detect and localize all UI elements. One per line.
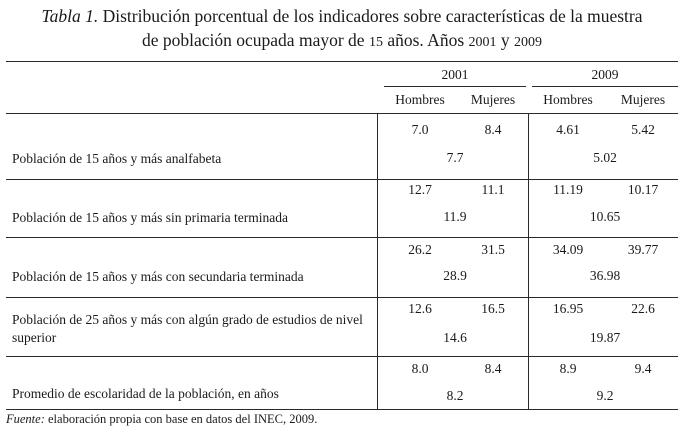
cell-t2001: 7.7 bbox=[446, 150, 464, 165]
row-label-analfabeta: Población de 15 años y más analfabeta bbox=[12, 151, 222, 166]
row-label-estudios-superior: Población de 25 años y más con algún gra… bbox=[12, 311, 363, 347]
row-rule-1 bbox=[6, 179, 678, 180]
title-line-1: Tabla 1. Distribución porcentual de los … bbox=[0, 4, 684, 28]
cell-h2009: 11.19 bbox=[553, 182, 583, 197]
title-num-2: 2001 bbox=[468, 35, 497, 50]
year-2001-rule bbox=[384, 86, 526, 87]
title-line-2: de población ocupada mayor de 15 años. A… bbox=[0, 28, 684, 55]
cell-t2009: 36.98 bbox=[589, 268, 621, 283]
cell-t2009: 9.2 bbox=[596, 388, 614, 403]
cell-h2001: 12.7 bbox=[408, 182, 432, 197]
cell-t2009: 5.02 bbox=[593, 150, 617, 165]
row-label-sin-primaria: Población de 15 años y más sin primaria … bbox=[12, 210, 288, 225]
row-rule-2 bbox=[6, 237, 678, 238]
cell-h2001: 8.0 bbox=[411, 361, 429, 376]
cell-h2009: 4.61 bbox=[556, 122, 580, 137]
cell-m2009: 22.6 bbox=[631, 301, 655, 316]
cell-h2009: 16.95 bbox=[552, 301, 584, 316]
title-num-3: 2009 bbox=[514, 35, 542, 50]
cell-t2009: 19.87 bbox=[589, 330, 621, 345]
title-text-1: Distribución porcentual de los indicador… bbox=[102, 6, 643, 26]
mid-divider bbox=[528, 113, 529, 409]
cell-m2009: 39.77 bbox=[627, 242, 659, 257]
footnote-inec: INEC bbox=[253, 412, 283, 426]
cell-m2001: 16.5 bbox=[481, 301, 505, 316]
title-text-2c: y bbox=[500, 30, 510, 50]
cell-m2001: 31.5 bbox=[481, 242, 505, 257]
header-year-2009: 2009 bbox=[591, 67, 619, 82]
cell-h2009: 34.09 bbox=[552, 242, 584, 257]
cell-m2001: 8.4 bbox=[484, 361, 502, 376]
title-num-1: 15 bbox=[368, 35, 383, 50]
header-bottom-rule bbox=[6, 113, 678, 114]
table-bottom-rule bbox=[6, 409, 678, 410]
cell-m2009: 10.17 bbox=[627, 182, 659, 197]
left-divider bbox=[377, 113, 378, 409]
row-label-line-1: Población de 25 años y más con algún gra… bbox=[12, 312, 363, 327]
year-2009-rule bbox=[532, 86, 678, 87]
title-label: Tabla 1. bbox=[41, 6, 99, 26]
cell-h2001: 7.0 bbox=[411, 122, 429, 137]
cell-t2009: 10.65 bbox=[589, 209, 621, 224]
footnote-text-a: elaboración propia con base en datos del bbox=[48, 412, 251, 426]
header-year-2001: 2001 bbox=[441, 67, 469, 82]
cell-m2009: 5.42 bbox=[631, 122, 655, 137]
source-footnote: Fuente: elaboración propia con base en d… bbox=[6, 412, 317, 427]
header-men-2001: Hombres bbox=[395, 92, 445, 107]
cell-t2001: 28.9 bbox=[443, 268, 467, 283]
cell-m2001: 11.1 bbox=[481, 182, 505, 197]
cell-m2001: 8.4 bbox=[484, 122, 502, 137]
header-men-2009: Hombres bbox=[543, 92, 593, 107]
row-rule-3 bbox=[6, 297, 678, 298]
cell-h2001: 26.2 bbox=[408, 242, 432, 257]
cell-t2001: 8.2 bbox=[446, 388, 464, 403]
row-label-escolaridad: Promedio de escolaridad de la población,… bbox=[12, 386, 279, 401]
cell-m2009: 9.4 bbox=[634, 361, 652, 376]
cell-h2009: 8.9 bbox=[559, 361, 577, 376]
cell-h2001: 12.6 bbox=[408, 301, 432, 316]
row-label-line-2: superior bbox=[12, 330, 57, 345]
footnote-label: Fuente: bbox=[6, 412, 45, 426]
cell-t2001: 11.9 bbox=[443, 209, 467, 224]
footnote-text-b: , 2009. bbox=[283, 412, 318, 426]
title-text-2b: años. Años bbox=[387, 30, 465, 50]
title-text-2a: de población ocupada mayor de bbox=[142, 30, 365, 50]
row-label-secundaria: Población de 15 años y más con secundari… bbox=[12, 269, 304, 284]
header-women-2009: Mujeres bbox=[620, 92, 666, 107]
row-rule-4 bbox=[6, 356, 678, 357]
table-title: Tabla 1. Distribución porcentual de los … bbox=[0, 4, 684, 55]
header-women-2001: Mujeres bbox=[470, 92, 516, 107]
cell-t2001: 14.6 bbox=[443, 330, 467, 345]
table-top-rule bbox=[6, 61, 678, 62]
